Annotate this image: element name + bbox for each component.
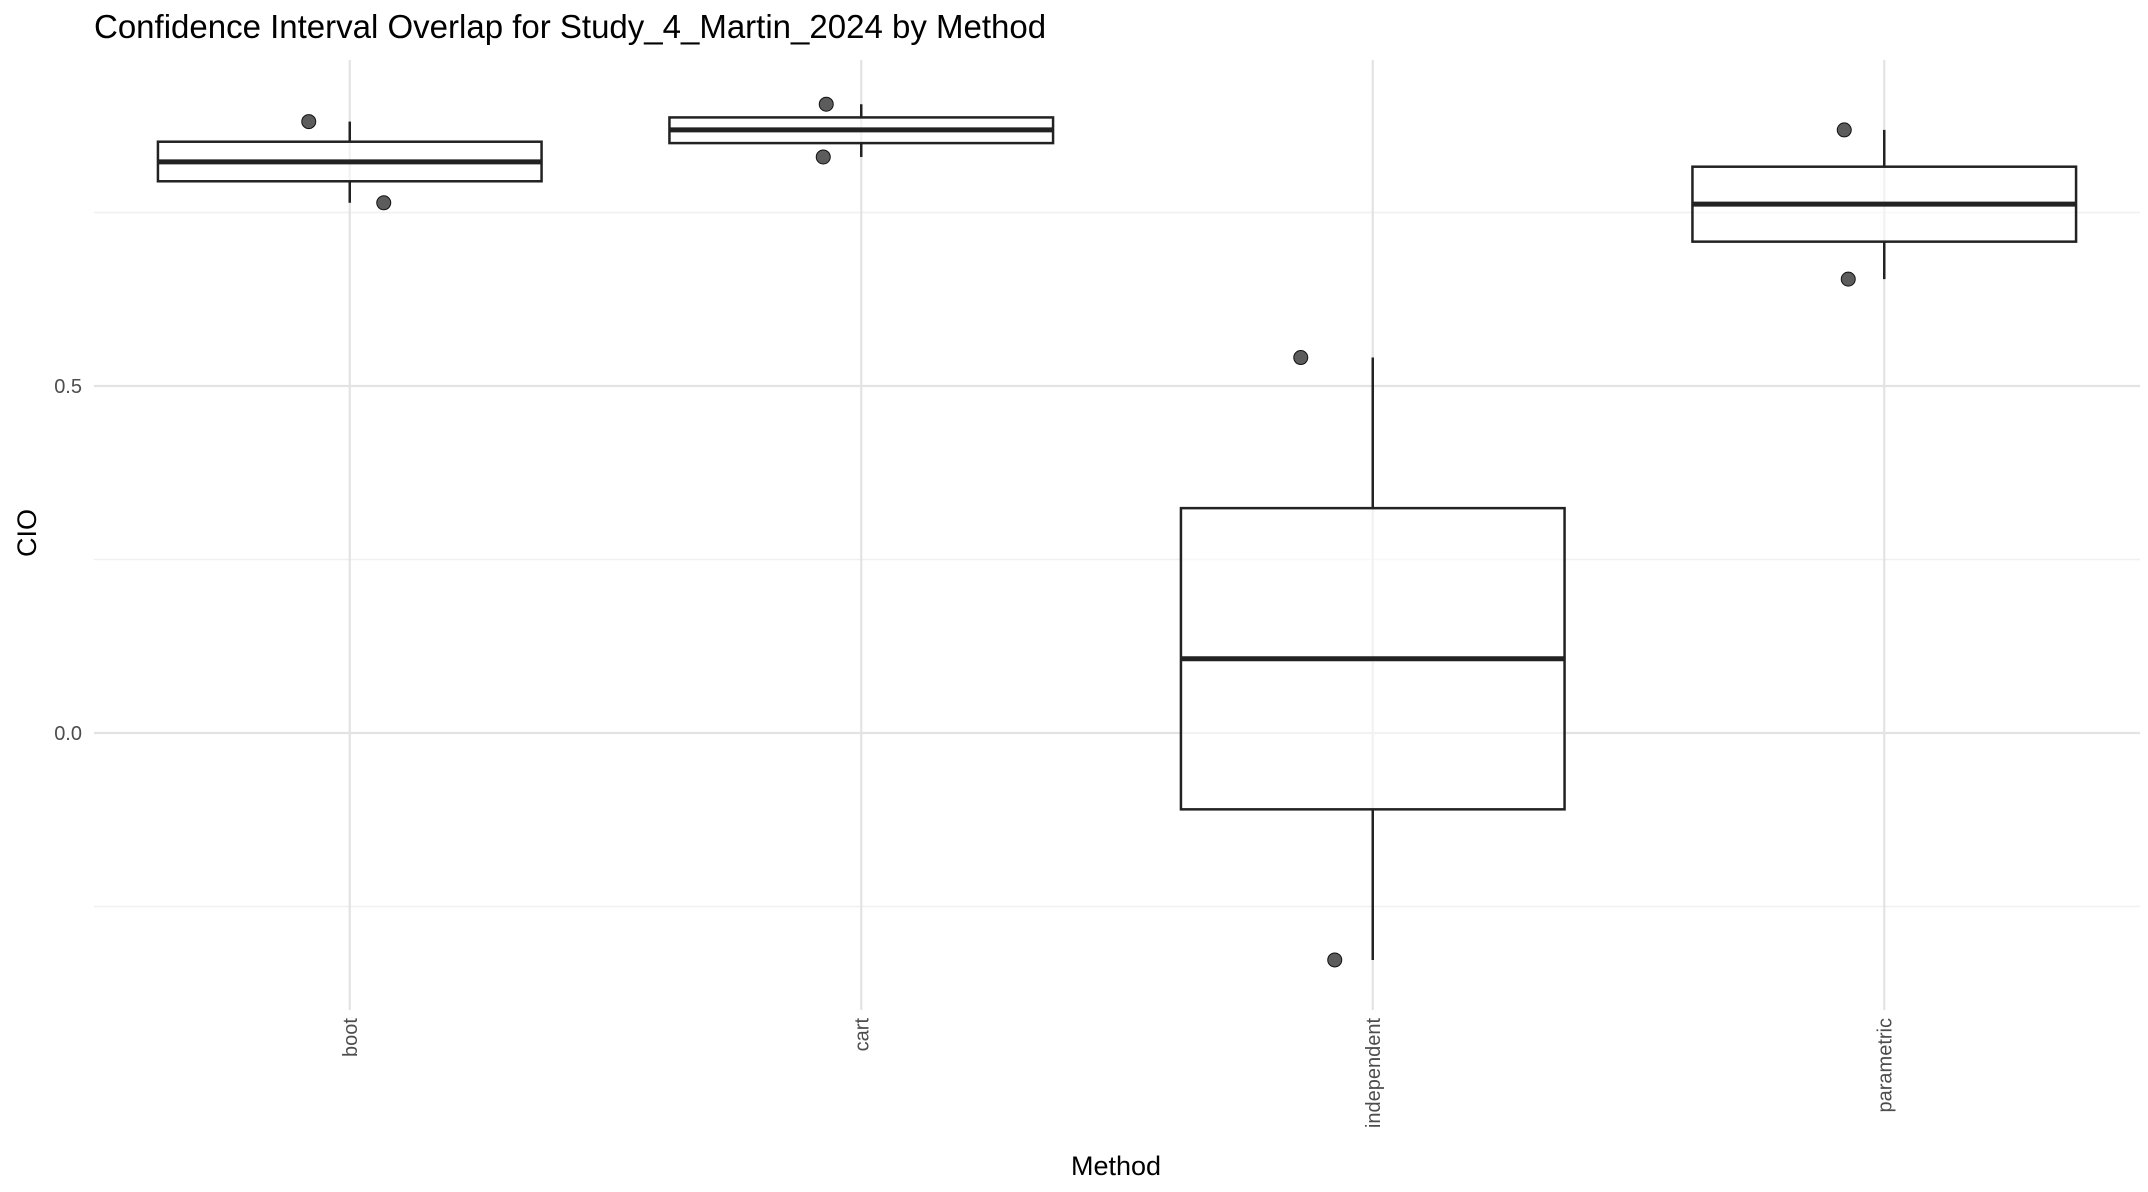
data-point-boot — [376, 195, 392, 211]
x-axis-title: Method — [1071, 1151, 1161, 1181]
data-point-parametric — [1836, 122, 1852, 138]
data-point-parametric — [1840, 271, 1856, 287]
minor-gridlines — [94, 211, 2140, 908]
x-axis-ticks: boot cart independent parametric — [340, 1018, 1897, 1129]
data-point-boot — [301, 114, 317, 130]
data-point-cart — [815, 149, 831, 165]
x-tick-label-parametric: parametric — [1874, 1018, 1896, 1112]
box-boot — [156, 121, 543, 203]
box-plots — [156, 104, 2078, 960]
box-parametric — [1691, 129, 2078, 280]
y-tick-label: 0.5 — [54, 376, 82, 398]
x-tick-label-boot: boot — [340, 1018, 362, 1057]
data-point-cart — [818, 96, 834, 112]
chart-title: Confidence Interval Overlap for Study_4_… — [94, 8, 1047, 45]
data-point-independent — [1293, 350, 1309, 366]
data-points — [301, 96, 1856, 968]
box-cart — [668, 104, 1055, 157]
x-tick-label-independent: independent — [1363, 1018, 1385, 1129]
y-tick-label: 0.0 — [54, 723, 82, 745]
data-point-independent — [1327, 952, 1343, 968]
box-independent — [1179, 357, 1566, 960]
y-axis-ticks: 0.0 0.5 — [54, 376, 82, 745]
x-tick-label-cart: cart — [851, 1018, 873, 1052]
y-axis-title: CIO — [12, 509, 42, 557]
